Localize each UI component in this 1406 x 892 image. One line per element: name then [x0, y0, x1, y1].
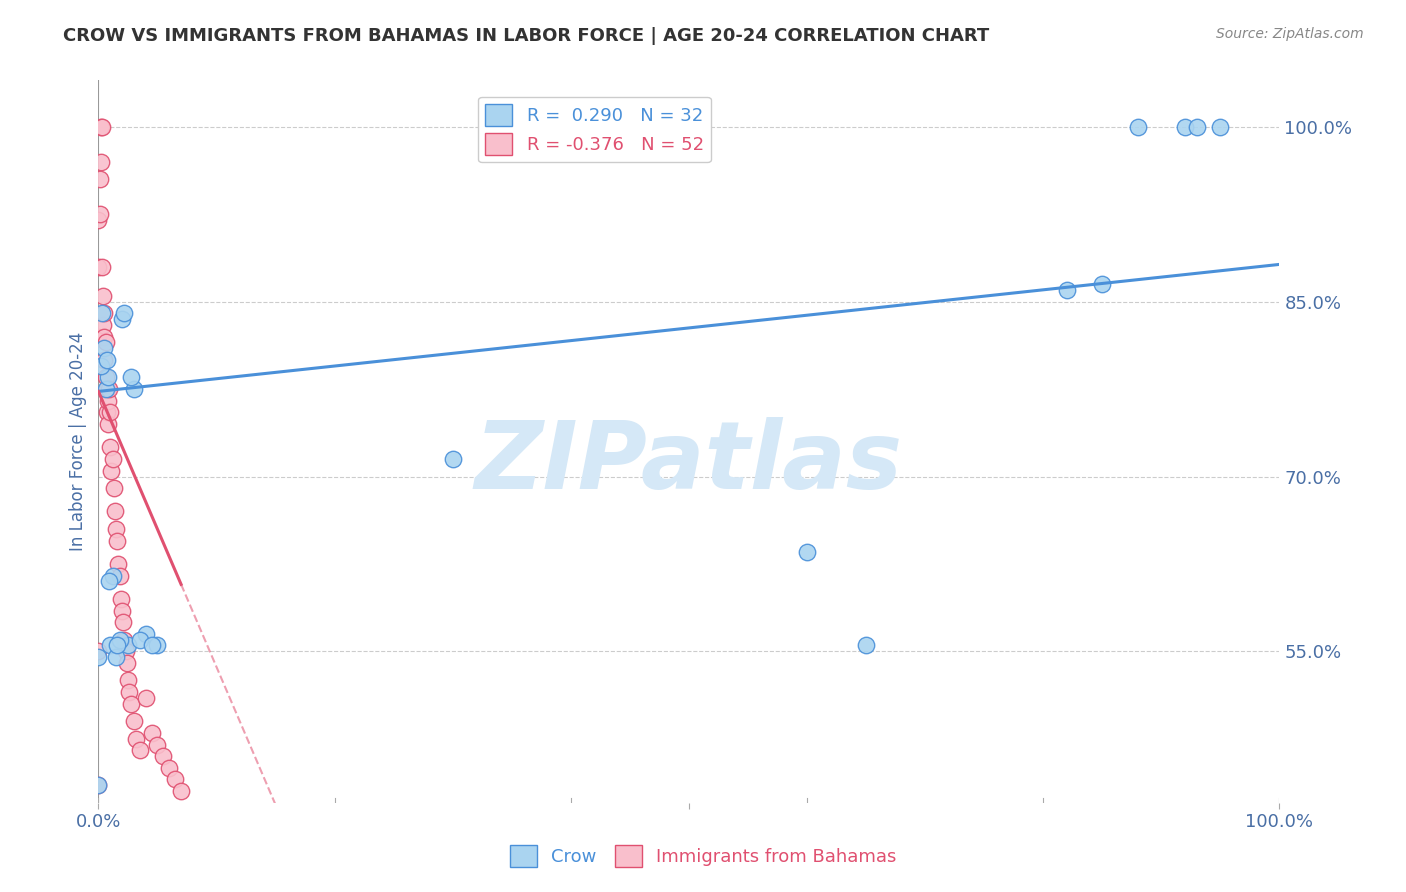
Point [115, 656, 138, 670]
Point [108, 568, 131, 582]
Point [97, 417, 120, 431]
Point [121, 370, 143, 384]
Text: ZIPatlas: ZIPatlas [475, 417, 903, 509]
Point [91, 289, 114, 303]
Point [1209, 120, 1232, 134]
Point [94, 335, 117, 350]
Point [117, 673, 139, 688]
Point [122, 714, 145, 729]
Point [96, 353, 118, 368]
Point [87, 213, 110, 227]
Point [1091, 277, 1114, 292]
Point [146, 639, 169, 653]
Point [94, 370, 117, 384]
Point [112, 615, 135, 630]
Point [97, 370, 120, 384]
Point [90, 359, 112, 373]
Point [141, 726, 163, 740]
Point [111, 312, 134, 326]
Point [1185, 120, 1208, 134]
Point [87, 778, 110, 792]
Point [114, 644, 136, 658]
Point [441, 452, 464, 467]
Legend: Crow, Immigrants from Bahamas: Crow, Immigrants from Bahamas [502, 838, 904, 874]
Point [87, 650, 110, 665]
Point [90, 154, 112, 169]
Point [87, 260, 110, 274]
Point [110, 591, 132, 606]
Point [98, 382, 121, 396]
Point [100, 464, 122, 478]
Point [98, 574, 121, 589]
Point [103, 481, 125, 495]
Point [1126, 120, 1149, 134]
Point [98, 405, 121, 419]
Point [98, 441, 121, 455]
Y-axis label: In Labor Force | Age 20-24: In Labor Force | Age 20-24 [69, 332, 87, 551]
Point [121, 697, 143, 711]
Point [157, 761, 180, 775]
Point [141, 639, 163, 653]
Point [796, 545, 818, 559]
Point [97, 393, 120, 408]
Point [125, 731, 148, 746]
Point [170, 784, 193, 798]
Point [87, 778, 110, 792]
Point [855, 639, 877, 653]
Point [89, 207, 111, 221]
Point [96, 405, 118, 419]
Point [1174, 120, 1197, 134]
Point [96, 382, 118, 396]
Point [135, 690, 157, 705]
Point [89, 172, 111, 186]
Point [117, 639, 139, 653]
Point [1056, 283, 1078, 297]
Point [146, 738, 169, 752]
Point [93, 306, 115, 320]
Point [93, 353, 115, 368]
Point [101, 452, 124, 467]
Point [128, 632, 150, 647]
Point [111, 603, 134, 617]
Point [93, 329, 115, 343]
Text: Source: ZipAtlas.com: Source: ZipAtlas.com [1216, 27, 1364, 41]
Point [118, 685, 141, 699]
Point [107, 557, 129, 571]
Point [165, 772, 187, 787]
Point [105, 639, 128, 653]
Point [112, 306, 135, 320]
Point [101, 568, 124, 582]
Point [91, 260, 114, 274]
Point [105, 650, 128, 665]
Point [87, 644, 110, 658]
Point [105, 533, 128, 548]
Point [135, 627, 157, 641]
Text: CROW VS IMMIGRANTS FROM BAHAMAS IN LABOR FORCE | AGE 20-24 CORRELATION CHART: CROW VS IMMIGRANTS FROM BAHAMAS IN LABOR… [63, 27, 990, 45]
Point [152, 749, 174, 764]
Point [91, 306, 114, 320]
Point [122, 382, 145, 396]
Point [112, 632, 135, 647]
Point [87, 329, 110, 343]
Point [104, 504, 127, 518]
Point [128, 743, 150, 757]
Point [98, 639, 121, 653]
Point [108, 632, 131, 647]
Point [91, 318, 114, 332]
Legend: R =  0.290   N = 32, R = -0.376   N = 52: R = 0.290 N = 32, R = -0.376 N = 52 [478, 96, 711, 162]
Point [91, 120, 114, 134]
Point [90, 120, 112, 134]
Point [94, 382, 117, 396]
Point [105, 522, 128, 536]
Point [93, 341, 115, 355]
